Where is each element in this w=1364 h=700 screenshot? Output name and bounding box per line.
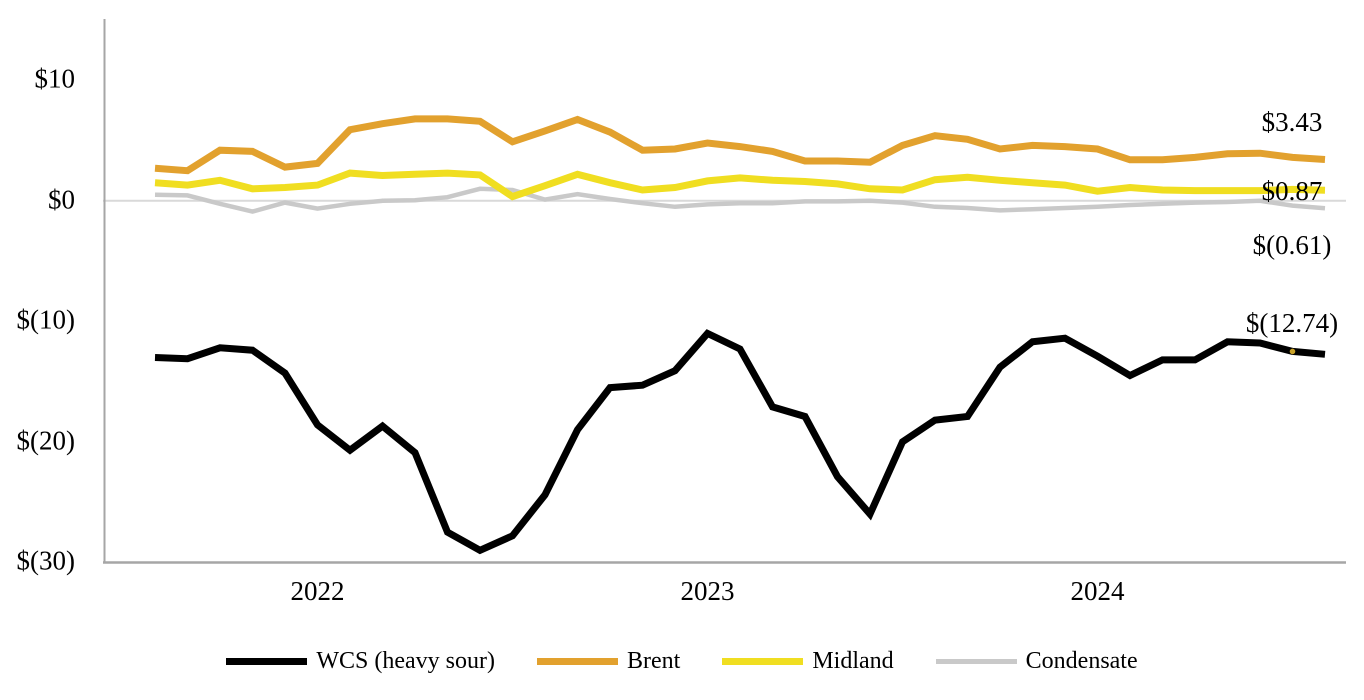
legend-label: Condensate: [1025, 648, 1138, 674]
legend-item: Condensate: [935, 648, 1138, 675]
series-end-value-label: $3.43: [1261, 107, 1323, 138]
y-tick-label: $0: [48, 184, 75, 215]
y-tick-label: $(10): [16, 304, 75, 335]
legend-swatch: [935, 659, 1017, 664]
series-end-value-label: $(12.74): [1245, 308, 1339, 339]
legend-label: WCS (heavy sour): [316, 648, 495, 674]
x-tick-label: 2024: [1070, 576, 1125, 607]
legend-swatch: [722, 658, 804, 665]
y-tick-label: $(20): [16, 425, 75, 456]
series-end-value-label: $0.87: [1261, 176, 1323, 207]
legend-swatch: [537, 658, 618, 665]
series-line-condensate: [154, 186, 1326, 214]
y-tick-label: $10: [34, 63, 76, 94]
legend-label: Brent: [627, 648, 681, 674]
x-tick-label: 2022: [290, 576, 345, 607]
series-line-midland: [154, 169, 1326, 201]
legend-item: WCS (heavy sour): [226, 648, 495, 675]
legend-label: Midland: [812, 648, 894, 674]
legend-item: Midland: [722, 648, 894, 675]
legend-item: Brent: [537, 648, 680, 675]
series-end-value-label: $(0.61): [1252, 230, 1332, 261]
legend-swatch: [226, 658, 308, 665]
series-line-brent: [154, 115, 1326, 175]
x-tick-label: 2023: [680, 576, 735, 607]
legend: WCS (heavy sour) Brent Midland Condensate: [0, 648, 1364, 675]
y-tick-label: $(30): [16, 545, 75, 576]
series-line-wcs-heavy-sour-: [154, 329, 1326, 555]
stray-point-marker: [1289, 348, 1296, 355]
